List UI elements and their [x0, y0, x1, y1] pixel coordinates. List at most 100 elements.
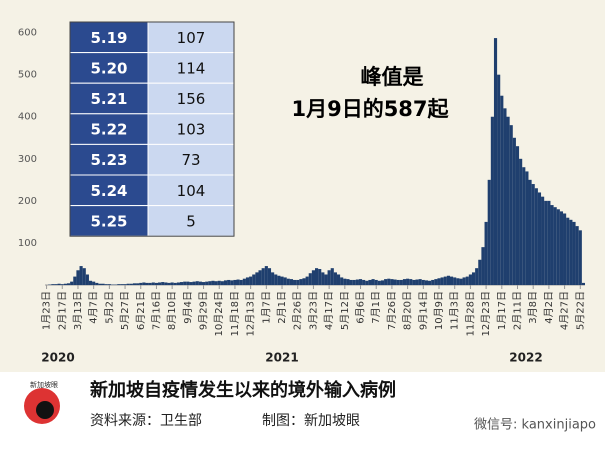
bar	[79, 266, 83, 285]
logo	[36, 401, 54, 419]
bar	[98, 283, 102, 285]
bar	[195, 281, 199, 285]
bar	[528, 179, 532, 285]
bar	[390, 279, 394, 285]
x-tick-label: 10月9日	[433, 291, 445, 330]
bar	[76, 270, 80, 285]
bar	[437, 278, 441, 285]
bar	[299, 279, 303, 285]
x-tick-label: 5月27日	[119, 291, 131, 330]
bar	[399, 279, 403, 285]
bar	[173, 282, 177, 285]
bar	[220, 281, 224, 285]
bar	[559, 211, 564, 285]
bar	[475, 268, 479, 285]
bar	[252, 274, 256, 285]
table-date: 5.20	[90, 59, 127, 77]
table-cell	[147, 174, 235, 207]
bar	[101, 283, 105, 285]
footer-background	[0, 372, 605, 451]
bar	[305, 276, 309, 285]
bar	[308, 273, 312, 285]
footer-title: 新加坡自疫情发生以来的境外输入病例	[90, 379, 396, 401]
bar	[117, 284, 121, 285]
bar	[365, 280, 369, 285]
x-tick-label: 9月14日	[417, 291, 429, 330]
bar	[208, 281, 212, 285]
bar	[192, 281, 196, 285]
bar	[352, 279, 356, 285]
bar	[315, 268, 319, 285]
table-cell	[69, 174, 149, 207]
bar	[497, 74, 501, 285]
bar	[569, 219, 573, 285]
table-cell	[69, 21, 149, 54]
table-date: 5.23	[90, 151, 127, 169]
bar	[249, 276, 253, 285]
bar	[541, 196, 545, 285]
x-tick-label: 3月23日	[307, 291, 319, 330]
bar	[462, 277, 466, 285]
bar	[286, 278, 290, 285]
bar	[412, 279, 416, 285]
x-tick-label: 1月17日	[496, 291, 508, 330]
bar	[493, 38, 498, 285]
bar	[566, 217, 570, 285]
bar	[450, 276, 454, 285]
footer-source: 资料来源：卫生部	[90, 413, 202, 429]
bar	[402, 279, 407, 285]
bar	[258, 270, 262, 285]
bar	[132, 283, 137, 285]
bar	[54, 284, 58, 285]
bar	[550, 205, 554, 285]
table-value: 114	[177, 59, 206, 77]
bar	[537, 192, 542, 285]
bar	[142, 282, 146, 285]
table-date: 5.24	[90, 182, 127, 200]
bar	[201, 282, 206, 285]
bar	[471, 272, 476, 285]
bar	[167, 282, 171, 285]
bar	[255, 272, 259, 285]
bar	[85, 274, 89, 285]
bar	[371, 279, 375, 285]
bar	[271, 272, 275, 285]
bar	[531, 184, 535, 285]
bar	[515, 146, 520, 285]
table-cell	[69, 52, 149, 84]
x-tick-label: 12月23日	[480, 291, 492, 336]
x-tick-label: 3月8日	[527, 291, 539, 324]
bar	[396, 279, 400, 285]
x-tick-label: 12月13日	[245, 291, 257, 336]
wechat: 微信号: kanxinjiapo	[474, 418, 596, 433]
bar	[264, 266, 268, 285]
x-tick-label: 9月4日	[182, 291, 194, 324]
bar	[261, 268, 265, 285]
bar	[468, 274, 472, 285]
bar	[362, 279, 366, 285]
bar	[92, 281, 96, 285]
annotation: 1月9日的587起	[291, 97, 449, 121]
x-tick-label: 11月18日	[229, 291, 241, 336]
x-tick-label: 1月23日	[41, 291, 53, 330]
bar	[211, 280, 215, 285]
table-date: 5.19	[90, 29, 127, 47]
bar	[572, 221, 576, 285]
table-value: 107	[177, 29, 206, 47]
x-tick-label: 5月22日	[574, 291, 586, 330]
bar	[421, 279, 425, 285]
bar	[239, 279, 243, 285]
bar	[578, 230, 582, 285]
table-cell	[69, 205, 149, 237]
bar	[145, 282, 149, 285]
year-label: 2020	[41, 351, 74, 365]
bar	[214, 281, 218, 285]
x-tick-label: 8月20日	[402, 291, 414, 330]
bar	[236, 279, 240, 285]
bar	[333, 272, 337, 285]
bar	[227, 279, 231, 285]
bar	[487, 179, 491, 285]
bar	[321, 272, 325, 285]
bar	[456, 278, 460, 285]
footer-maker: 制图：新加坡眼	[262, 413, 360, 429]
